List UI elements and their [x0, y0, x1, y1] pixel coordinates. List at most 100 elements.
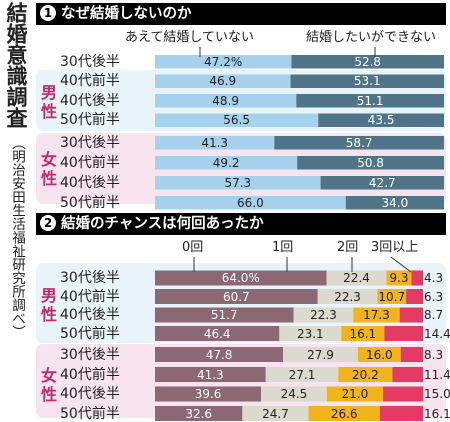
- section2-value-label: 17.3: [363, 308, 390, 322]
- section1-value-label: 43.5: [367, 113, 395, 128]
- section2-bar-7-3: [379, 406, 423, 421]
- section1-male-label: 男性: [40, 83, 57, 121]
- section2-value-label: 47.8: [205, 347, 233, 362]
- section2-row-label: 50代前半: [60, 405, 120, 422]
- section2-legend-label: 1回: [272, 240, 294, 255]
- section1-bar-5-0: [155, 156, 298, 170]
- section1-bar-6-0: [155, 176, 321, 190]
- section2-value-label: 8.3: [424, 347, 444, 362]
- section2-value-label: 23.1: [296, 326, 324, 341]
- section2-bar-0-2: [386, 270, 412, 286]
- section2-row-label: 30代後半: [60, 346, 120, 363]
- section1-bar-7-1: [345, 196, 444, 210]
- section1-value-label: 49.2: [212, 155, 240, 170]
- section1-bar-4-0: [155, 136, 275, 150]
- section2-value-label: 27.1: [288, 367, 316, 382]
- section1-row-label: 30代後半: [60, 53, 120, 70]
- section1-value-label: 51.1: [356, 93, 384, 108]
- section2-value-label: 21.0: [341, 387, 369, 401]
- section2-value-label: 26.6: [330, 406, 358, 421]
- section1-value-label: 56.5: [223, 113, 250, 128]
- section1-row-label: 50代前半: [60, 112, 120, 129]
- section1-bar-0-0: [155, 55, 292, 69]
- section1-value-label: 41.3: [201, 135, 229, 150]
- section2-bar-3-3: [384, 326, 423, 341]
- section1-bar-1-1: [290, 74, 444, 88]
- section2-value-label: 24.7: [262, 406, 289, 421]
- section2-bar-2-3: [399, 307, 423, 323]
- section2-bar-2-1: [293, 307, 354, 323]
- section1-row-label: 40代後半: [60, 174, 120, 191]
- section1-row-label: 40代後半: [60, 92, 120, 109]
- section2-row-label: 50代前半: [60, 325, 120, 342]
- section2-bar-4-0: [155, 347, 284, 362]
- section2-legend-label: 3回以上: [371, 240, 419, 255]
- section2-bar-6-2: [326, 386, 384, 402]
- section2-value-label: 46.4: [203, 326, 231, 341]
- section2-value-label: 16.1: [349, 326, 377, 341]
- section2-bar-7-2: [308, 406, 380, 421]
- section2-bar-7-0: [155, 406, 243, 421]
- section2-bar-1-0: [155, 289, 318, 304]
- section1-bar-1-0: [155, 74, 291, 88]
- section1-bar-5-1: [297, 156, 444, 170]
- section2-value-label: 6.3: [424, 289, 444, 304]
- section2-value-label: 11.4: [424, 367, 450, 382]
- section2-bar-1-2: [377, 289, 407, 304]
- section2-row-label: 40代後半: [60, 386, 120, 402]
- section2-male-label: 男性: [40, 286, 57, 324]
- section1-value-label: 34.0: [381, 195, 409, 210]
- section2-value-label: 10.7: [378, 289, 406, 304]
- section1-row-label: 30代後半: [60, 134, 120, 151]
- section2-bar-1-3: [406, 289, 423, 304]
- section2-row-label: 40代前半: [60, 288, 120, 305]
- section2-bar-0-1: [326, 270, 387, 286]
- section1-value-label: 58.7: [345, 135, 373, 150]
- section2-bar-3-2: [341, 326, 385, 341]
- section2-value-label: 64.0%: [221, 271, 260, 285]
- section1-bar-0-1: [291, 55, 444, 69]
- section2-value-label: 22.4: [343, 271, 370, 285]
- section2-bar-5-2: [338, 367, 393, 382]
- section2-value-label: 22.3: [310, 308, 337, 322]
- section1-value-label: 47.2%: [204, 54, 243, 69]
- section2-bar-5-1: [265, 367, 339, 382]
- side-title: 結婚意識調査: [4, 2, 28, 128]
- section2-value-label: 24.5: [280, 387, 308, 401]
- section2-value-label: 39.6: [194, 387, 222, 401]
- side-credit: （明治安田生活福祉研究所調べ）: [9, 136, 25, 339]
- section2-bar-6-0: [155, 386, 262, 402]
- section2-bar-6-1: [261, 386, 327, 402]
- section2-row-label: 40代後半: [60, 307, 120, 323]
- section2-value-label: 32.6: [185, 406, 213, 421]
- section2-legend-leader: [390, 256, 412, 273]
- section2-female-label: 女性: [40, 366, 57, 404]
- section2-value-label: 14.4: [424, 326, 450, 341]
- section2-bar-2-0: [155, 307, 294, 323]
- section2-bar-4-2: [357, 347, 401, 362]
- section1-bar-3-1: [318, 113, 444, 127]
- section2-title: 結婚のチャンスは何回あったか: [61, 216, 264, 232]
- section2-bar-6-3: [383, 386, 424, 402]
- section1-value-label: 57.3: [224, 175, 252, 190]
- section2-bar-2-2: [353, 307, 400, 323]
- section1-header: 1 なぜ結婚しないのか: [36, 3, 446, 25]
- section1-female-label: 女性: [40, 150, 57, 188]
- section2-header: 2 結婚のチャンスは何回あったか: [36, 213, 446, 235]
- section2-bar-4-3: [400, 347, 423, 362]
- section2-bar-3-1: [279, 326, 342, 341]
- section1-value-label: 46.9: [209, 74, 237, 89]
- section2-bar-7-1: [242, 406, 309, 421]
- section2-bar-1-1: [317, 289, 378, 304]
- section2-value-label: 8.7: [424, 308, 444, 322]
- section1-row-label: 40代前半: [60, 154, 120, 171]
- section1-row-label: 50代前半: [60, 194, 120, 211]
- section2-value-label: 51.7: [210, 308, 238, 322]
- section1-bar-2-1: [296, 94, 444, 108]
- section2-bar-4-1: [283, 347, 358, 362]
- section2-bar-0-3: [411, 270, 423, 286]
- section2-row-label: 40代前半: [60, 366, 120, 383]
- section2-value-label: 16.1: [424, 406, 450, 421]
- section2-value-label: 27.9: [307, 347, 334, 362]
